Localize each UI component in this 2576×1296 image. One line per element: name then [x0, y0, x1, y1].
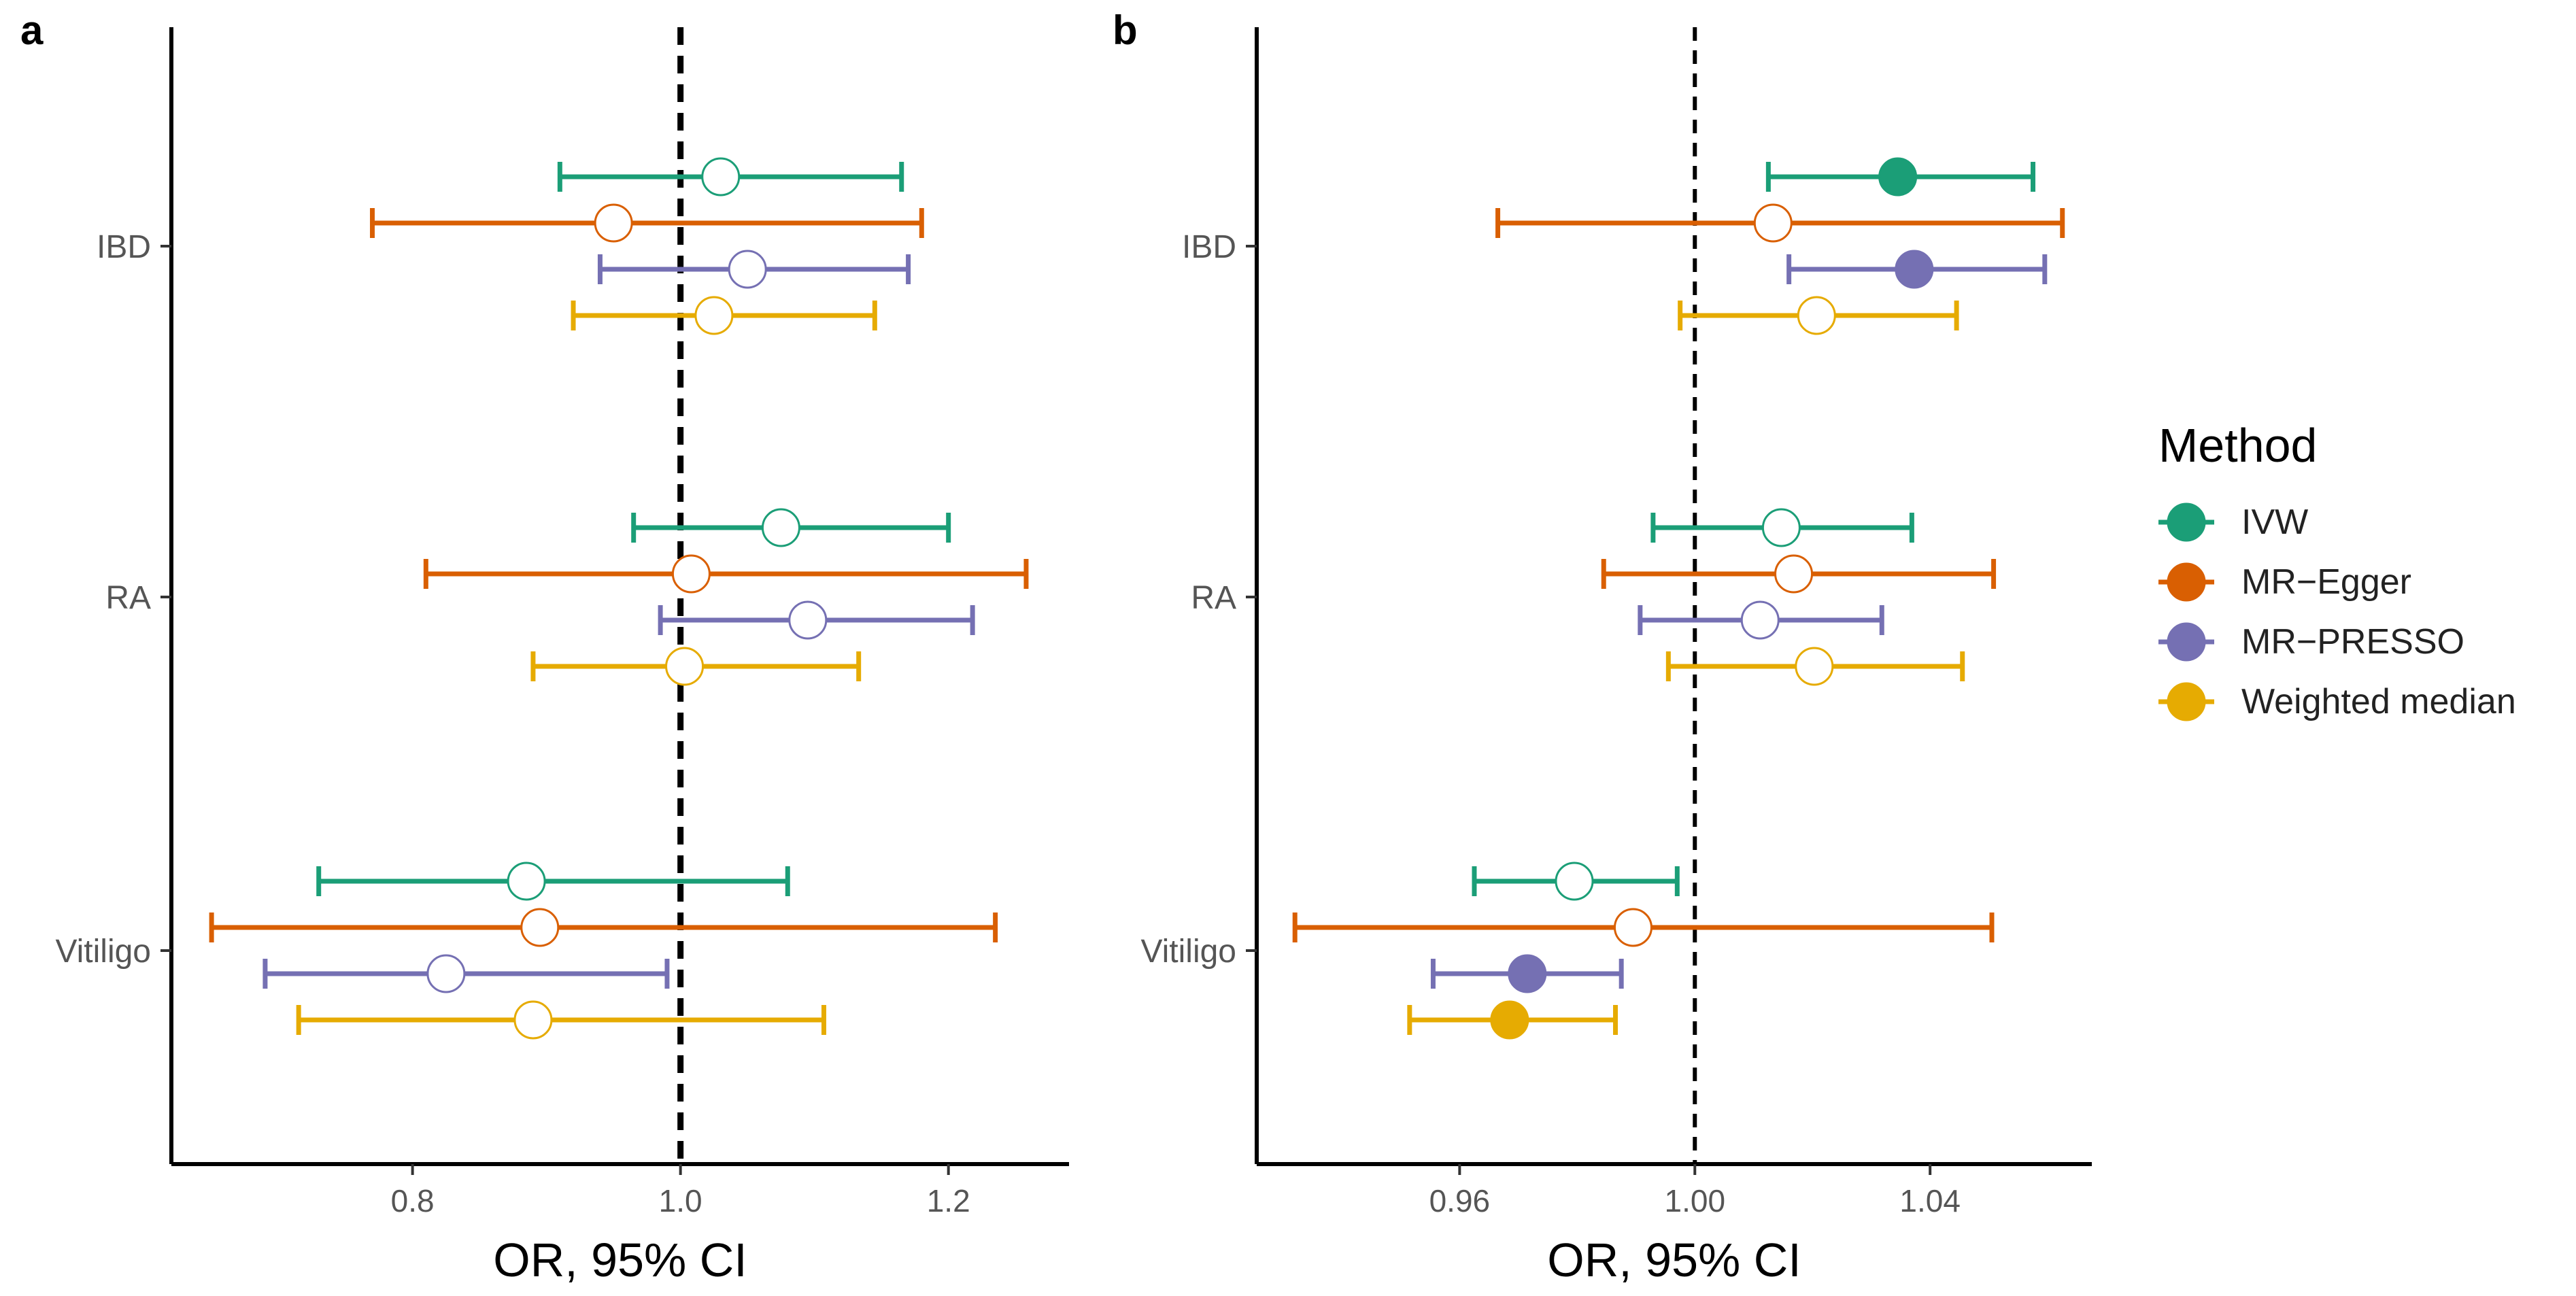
point-estimate-ibd-mr-egger: [594, 203, 633, 243]
point-estimate-vitiligo-mr-presso: [1508, 954, 1547, 993]
legend-label: MR−Egger: [2241, 562, 2411, 602]
point-estimate-ra-mr-egger: [1774, 554, 1814, 594]
y-tick-label-ibd: IBD: [1182, 229, 1236, 265]
point-estimate-vitiligo-mr-egger: [520, 908, 560, 947]
point-estimate-ra-mr-presso: [788, 600, 828, 640]
point-estimate-ibd-weighted-median: [1797, 296, 1836, 335]
point-estimate-ra-ivw: [1761, 508, 1801, 547]
x-axis-title: OR, 95% CI: [493, 1233, 747, 1286]
legend-item-mr-egger: MR−Egger: [2149, 552, 2557, 612]
point-estimate-vitiligo-mr-egger: [1613, 908, 1653, 947]
y-tick-label-ibd: IBD: [97, 229, 151, 265]
x-axis-title: OR, 95% CI: [1547, 1233, 1801, 1286]
y-tick-label-vitiligo: Vitiligo: [55, 934, 151, 970]
legend-item-ivw: IVW: [2149, 492, 2557, 552]
panel-label-a: a: [20, 7, 44, 53]
x-tick-label: 1.2: [927, 1183, 970, 1218]
point-estimate-ra-mr-egger: [671, 554, 711, 594]
point-estimate-ra-weighted-median: [1795, 647, 1834, 686]
point-estimate-ibd-mr-presso: [728, 250, 767, 289]
legend-label: Weighted median: [2241, 682, 2516, 721]
point-estimate-ra-ivw: [761, 508, 800, 547]
legend-label: IVW: [2241, 502, 2309, 542]
legend-key-mr-presso: [2158, 622, 2214, 662]
point-estimate-vitiligo-ivw: [1555, 862, 1594, 901]
x-tick-label: 0.96: [1429, 1183, 1491, 1218]
legend-key-point: [2167, 682, 2206, 721]
legend-item-weighted-median: Weighted median: [2149, 672, 2557, 732]
point-estimate-vitiligo-weighted-median: [1490, 1000, 1529, 1040]
x-tick-label: 1.00: [1665, 1183, 1726, 1218]
y-tick-label-vitiligo: Vitiligo: [1140, 934, 1236, 970]
point-estimate-ra-mr-presso: [1740, 600, 1780, 640]
legend-key-point: [2167, 502, 2206, 542]
legend-label: MR−PRESSO: [2241, 622, 2464, 662]
point-estimate-vitiligo-weighted-median: [513, 1000, 553, 1040]
x-tick-label: 1.0: [659, 1183, 702, 1218]
legend-key-ivw: [2158, 502, 2214, 542]
panel-label-b: b: [1113, 7, 1138, 53]
point-estimate-ibd-weighted-median: [694, 296, 734, 335]
legend-item-mr-presso: MR−PRESSO: [2149, 612, 2557, 672]
y-tick-label-ra: RA: [1191, 580, 1236, 616]
point-estimate-ra-weighted-median: [665, 647, 705, 686]
legend-key-mr-egger: [2158, 562, 2214, 602]
method-legend: Method IVW MR−Egger MR−PRESSO Weighted medi…: [2149, 422, 2557, 732]
legend-key-point: [2167, 622, 2206, 662]
x-tick-label: 1.04: [1899, 1183, 1961, 1218]
point-estimate-ibd-ivw: [701, 157, 741, 197]
point-estimate-ibd-mr-egger: [1753, 203, 1793, 243]
point-estimate-vitiligo-mr-presso: [426, 954, 466, 993]
legend-key-weighted-median: [2158, 682, 2214, 721]
x-tick-label: 0.8: [391, 1183, 435, 1218]
legend-key-point: [2167, 562, 2206, 602]
panel-b-forest-plot: b 0.96 1.00 1.04 OR, 95% CI IBD RA Vitiligo: [1113, 7, 2092, 1286]
point-estimate-ibd-mr-presso: [1895, 250, 1934, 289]
point-estimate-ibd-ivw: [1878, 157, 1918, 197]
panel-a-forest-plot: a 0.8 1.0 1.2 OR, 95% CI IBD RA Vitiligo: [20, 7, 1069, 1286]
point-estimate-vitiligo-ivw: [507, 862, 546, 901]
y-tick-label-ra: RA: [105, 580, 151, 616]
legend-title: Method: [2158, 419, 2318, 472]
